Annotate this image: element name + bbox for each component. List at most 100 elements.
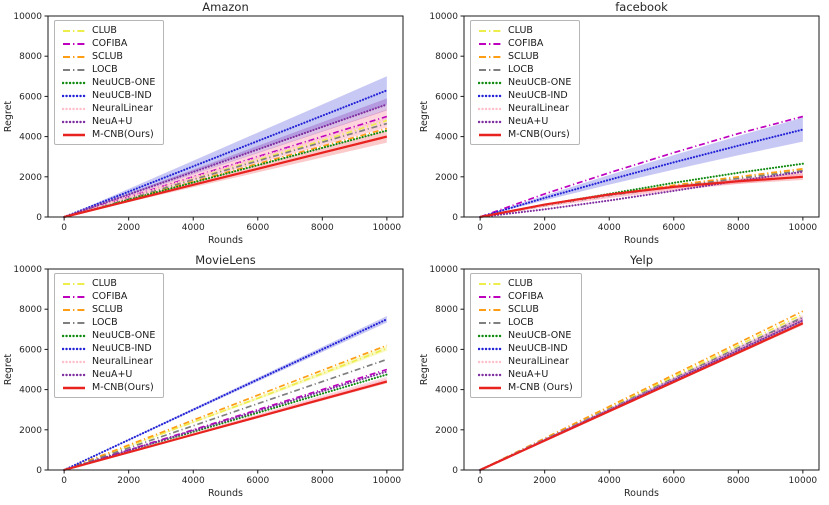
legend-line-sample — [62, 94, 86, 97]
legend-line-sample — [479, 321, 501, 324]
legend-line-sample — [63, 282, 85, 285]
legend-item-NeuUCB-ONE: NeuUCB-ONE — [478, 76, 571, 89]
legend-item-COFIBA: COFIBA — [478, 37, 571, 50]
confidence-band-NeuralLinear — [64, 376, 387, 470]
series-line-LOCB — [63, 358, 388, 471]
legend: CLUB COFIBA SCLUB LOCB NeuUCB-ONE NeuUCB-IND N… — [54, 20, 165, 145]
legend-item-NeuUCB-ONE: NeuUCB-ONE — [62, 76, 155, 89]
confidence-band-NeuralLinear — [64, 109, 387, 217]
x-tick-label: 6000 — [246, 223, 269, 233]
legend-label: NeuUCB-ONE — [92, 330, 156, 341]
legend-item-COFIBA: COFIBA — [62, 37, 155, 50]
series-line-COFIBA — [479, 115, 804, 218]
confidence-band-M-CNB(Ours) — [480, 173, 803, 217]
series-line-NeuUCB-IND — [63, 318, 388, 472]
series-line-NeuA+U — [63, 370, 388, 472]
y-tick-label: 2000 — [19, 426, 42, 436]
x-axis-label: Rounds — [624, 235, 659, 246]
y-tick-label: 8000 — [19, 52, 42, 62]
legend-line-sample — [478, 107, 502, 110]
x-tick-label: 10000 — [789, 223, 818, 233]
legend-label: NeuralLinear — [92, 356, 153, 367]
x-tick-label: 0 — [477, 223, 483, 233]
legend-item-SCLUB: SCLUB — [62, 303, 155, 316]
legend-line-sample — [62, 107, 86, 110]
legend-line-sample — [478, 334, 502, 337]
legend-item-NeuA+U: NeuA+U — [62, 115, 155, 128]
legend-label: LOCB — [92, 317, 118, 328]
series-line-M-CNB(Ours) — [63, 380, 388, 472]
series-line-LOCB — [63, 122, 388, 218]
legend-item-NeuUCB-ONE: NeuUCB-ONE — [478, 329, 573, 342]
legend-line-sample — [479, 308, 501, 311]
series-line-M-CNB (Ours) — [479, 322, 804, 472]
legend-item-NeuUCB-IND: NeuUCB-IND — [478, 342, 573, 355]
legend-item-M-CNB(Ours): M-CNB(Ours) — [62, 381, 155, 394]
legend-line-sample — [479, 386, 501, 389]
legend-label: SCLUB — [508, 304, 539, 315]
y-tick-label: 6000 — [435, 345, 458, 355]
series-line-NeuUCB-IND — [479, 128, 804, 219]
y-tick-label: 10000 — [13, 265, 42, 275]
series-line-CLUB — [63, 347, 388, 471]
legend-line-sample — [63, 29, 85, 32]
confidence-band-NeuUCB-IND — [64, 76, 387, 217]
legend-item-NeuralLinear: NeuralLinear — [62, 102, 155, 115]
legend-label: NeuUCB-IND — [508, 90, 568, 101]
legend-label: NeuA+U — [508, 116, 549, 127]
legend-label: M-CNB(Ours) — [92, 129, 154, 140]
legend-line-sample — [479, 68, 501, 71]
legend-item-NeuralLinear: NeuralLinear — [478, 102, 571, 115]
chart-canvas: 0 2000 4000 6000 8000 10000 0 2000 4000 6000 8000 1… — [3, 253, 404, 499]
legend-label: COFIBA — [92, 38, 128, 49]
legend-label: M-CNB(Ours) — [508, 129, 570, 140]
y-tick-label: 6000 — [435, 92, 458, 102]
legend-item-NeuUCB-IND: NeuUCB-IND — [62, 342, 155, 355]
confidence-band-NeuUCB-IND — [480, 117, 803, 217]
x-tick-label: 4000 — [598, 476, 621, 486]
axes-frame — [47, 15, 404, 218]
x-tick-label: 2000 — [117, 476, 140, 486]
series-line-NeuralLinear — [63, 117, 388, 219]
confidence-band-NeuA+U — [64, 98, 387, 217]
legend-label: NeuralLinear — [92, 103, 153, 114]
y-tick-label: 6000 — [19, 92, 42, 102]
legend-label: NeuUCB-IND — [92, 343, 152, 354]
legend-item-NeuA+U: NeuA+U — [478, 368, 573, 381]
legend-label: M-CNB(Ours) — [92, 382, 154, 393]
legend-item-NeuralLinear: NeuralLinear — [478, 355, 573, 368]
chart-canvas: 0 2000 4000 6000 8000 10000 0 2000 4000 6000 8000 1… — [419, 253, 820, 499]
legend: CLUB COFIBA SCLUB LOCB NeuUCB-ONE NeuUCB-IND N… — [470, 20, 581, 145]
y-tick-label: 4000 — [19, 133, 42, 143]
legend-line-sample — [62, 81, 86, 84]
legend-line-sample — [63, 68, 85, 71]
legend-label: LOCB — [508, 317, 534, 328]
series-line-NeuUCB-ONE — [63, 129, 388, 219]
chart-title: Amazon — [202, 0, 248, 14]
legend-line-sample — [63, 133, 85, 136]
legend-item-NeuralLinear: NeuralLinear — [62, 355, 155, 368]
legend-line-sample — [478, 81, 502, 84]
legend-item-CLUB: CLUB — [62, 24, 155, 37]
legend-item-CLUB: CLUB — [478, 277, 573, 290]
y-tick-label: 8000 — [435, 52, 458, 62]
legend-item-SCLUB: SCLUB — [62, 50, 155, 63]
y-tick-label: 6000 — [19, 345, 42, 355]
y-tick-label: 10000 — [429, 12, 458, 22]
x-tick-label: 6000 — [662, 476, 685, 486]
x-tick-label: 10000 — [789, 476, 818, 486]
y-tick-label: 0 — [452, 466, 458, 476]
legend-label: CLUB — [92, 278, 117, 289]
legend-line-sample — [478, 347, 502, 350]
legend-line-sample — [479, 295, 501, 298]
legend-label: COFIBA — [92, 291, 128, 302]
legend-item-SCLUB: SCLUB — [478, 303, 573, 316]
legend-item-LOCB: LOCB — [478, 63, 571, 76]
legend-item-NeuUCB-ONE: NeuUCB-ONE — [62, 329, 155, 342]
legend-item-NeuA+U: NeuA+U — [478, 115, 571, 128]
legend-item-NeuUCB-IND: NeuUCB-IND — [62, 89, 155, 102]
y-tick-label: 8000 — [435, 305, 458, 315]
legend-label: CLUB — [508, 25, 533, 36]
series-line-SCLUB — [479, 310, 804, 471]
